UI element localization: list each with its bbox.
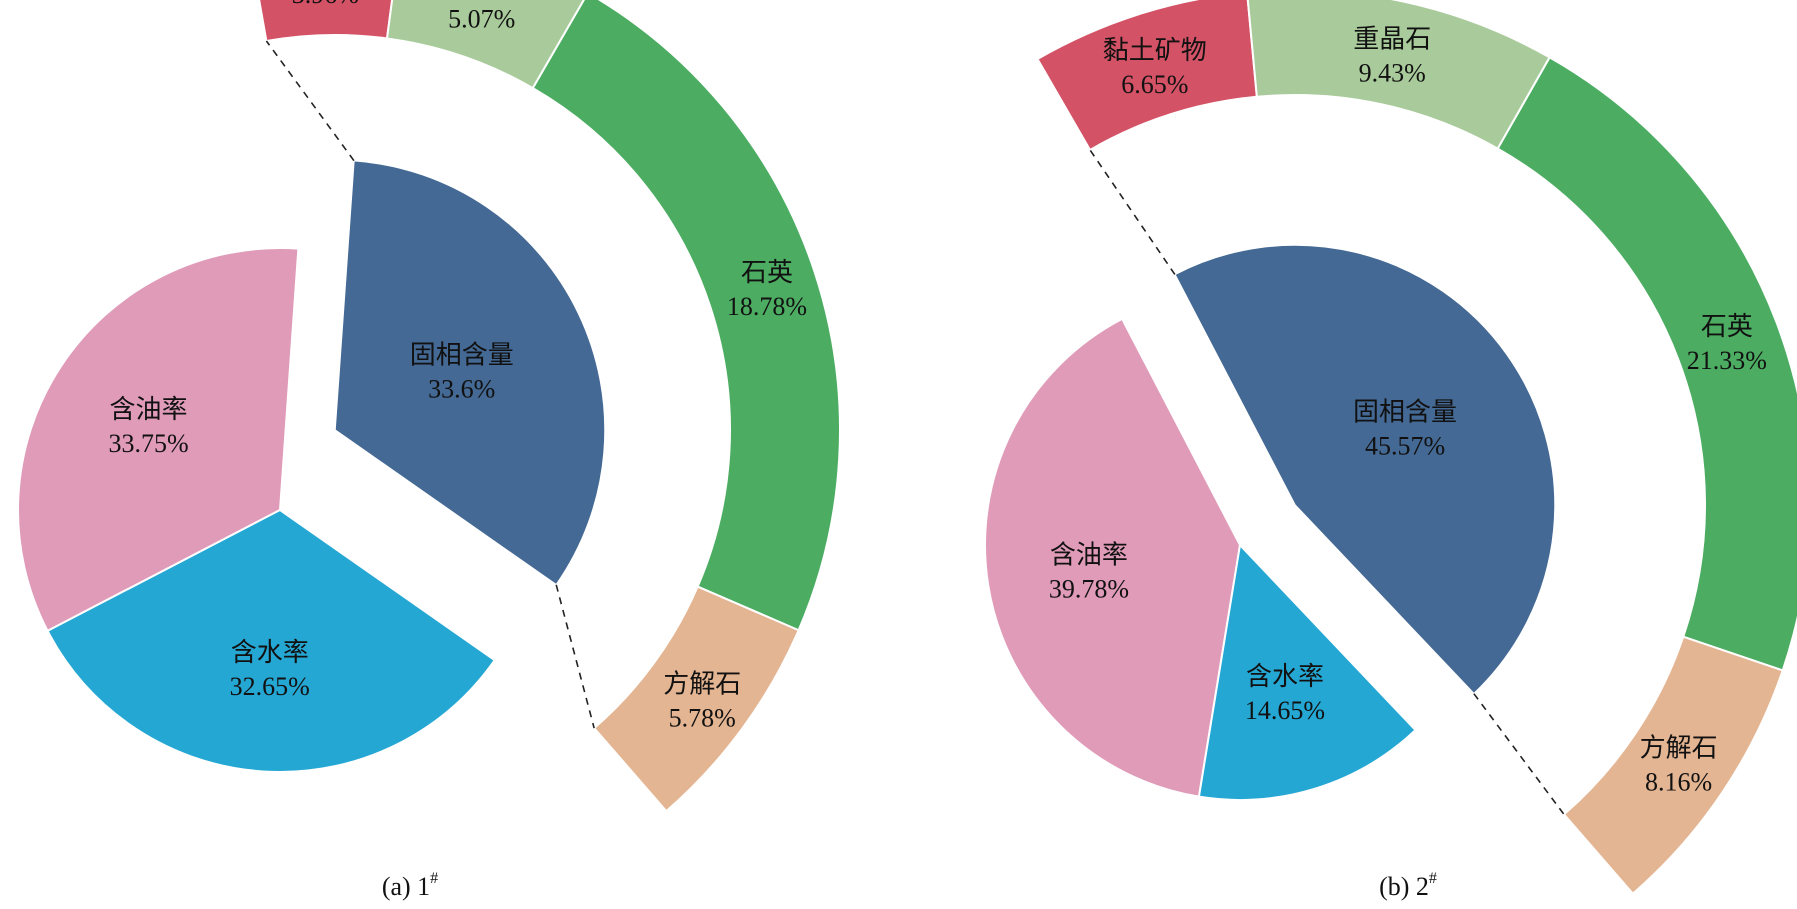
segment-value: 39.78%: [1049, 574, 1129, 603]
segment-name: 重晶石: [1353, 24, 1431, 53]
segment-name: 含油率: [1050, 540, 1128, 569]
connector-lines-a: [265, 40, 595, 729]
pie-slice-solid-content: [334, 159, 606, 586]
segment-value: 5.78%: [669, 704, 736, 733]
ring-segment-barite: [1246, 0, 1552, 150]
segment-label: 含油率 33.75%: [108, 395, 188, 458]
segment-value: 3.96%: [292, 0, 359, 9]
segment-value: 5.07%: [448, 4, 515, 33]
segment-name: 方解石: [1640, 733, 1718, 762]
breakdown-ring-b: [1036, 0, 1797, 896]
segment-name: 石英: [741, 258, 793, 287]
ring-segment-quartz: [1496, 55, 1797, 672]
connector-line-top: [1089, 149, 1176, 275]
connector-line-bottom: [1473, 693, 1565, 815]
panel-a: 固相含量 33.6% 含油率 33.75% 含水率 32.65% 黏土矿物3.96% 重晶石5…: [17, 0, 841, 901]
segment-name: 黏土矿物: [1103, 36, 1207, 65]
caption-text: (b) 2: [1379, 872, 1429, 901]
segment-labels-b: 固相含量 45.57% 含油率 39.78% 含水率 14.65% 黏土矿物 6.65% 重晶石…: [1049, 24, 1767, 796]
pie-slice-oil-content: [17, 247, 300, 633]
segment-value: 14.65%: [1245, 696, 1325, 725]
pie-slice-water-content: [46, 508, 497, 773]
caption-text: (a) 1: [382, 872, 430, 901]
segment-label: 重晶石5.07%: [443, 0, 521, 33]
caption-superscript: #: [1429, 870, 1437, 887]
ring-segment-barite: [385, 0, 585, 90]
pie-slice-oil-content: [984, 317, 1242, 798]
segment-value: 9.43%: [1359, 58, 1426, 87]
segment-name: 含水率: [1246, 662, 1324, 691]
segment-label: 黏土矿物3.96%: [273, 0, 377, 9]
segment-value: 32.65%: [230, 672, 310, 701]
segment-label: 固相含量 45.57%: [1353, 397, 1457, 460]
segment-label: 固相含量 33.6%: [410, 341, 514, 404]
segment-label: 含油率 39.78%: [1049, 540, 1129, 603]
segment-label: 含水率 32.65%: [230, 638, 310, 701]
ring-segment-clay-minerals: [258, 0, 394, 43]
segment-name: 含油率: [110, 395, 188, 424]
segment-label: 石英 21.33%: [1687, 312, 1767, 375]
ring-segment-calcite: [1562, 635, 1784, 896]
panel-caption-b: (b) 2#: [1379, 870, 1437, 901]
segment-value: 6.65%: [1121, 70, 1188, 99]
segment-label: 方解石 8.16%: [1640, 733, 1718, 796]
caption-superscript: #: [430, 870, 438, 887]
segment-label: 石英 18.78%: [727, 258, 807, 321]
panel-caption-a: (a) 1#: [382, 870, 438, 901]
pie-slice-solid-content: [1173, 244, 1556, 695]
segment-value: 18.78%: [727, 292, 807, 321]
segment-name: 石英: [1701, 312, 1753, 341]
ring-segment-calcite: [592, 585, 800, 813]
segment-value: 8.16%: [1645, 767, 1712, 796]
segment-label: 含水率 14.65%: [1245, 662, 1325, 725]
segment-value: 45.57%: [1365, 431, 1445, 460]
connector-line-top: [265, 40, 355, 162]
segment-label: 黏土矿物 6.65%: [1103, 36, 1207, 99]
segment-value: 21.33%: [1687, 346, 1767, 375]
connector-line-bottom: [555, 584, 595, 729]
pie-slice-water-content: [1197, 542, 1417, 801]
main-pie-b: [984, 244, 1556, 801]
segment-name: 含水率: [231, 638, 309, 667]
segment-value: 33.75%: [108, 429, 188, 458]
segment-name: 固相含量: [1353, 397, 1457, 426]
segment-name: 方解石: [663, 670, 741, 699]
main-pie-a: [17, 159, 606, 773]
segment-labels-a: 固相含量 33.6% 含油率 33.75% 含水率 32.65% 黏土矿物3.96% 重晶石5…: [108, 0, 807, 733]
segment-label: 方解石 5.78%: [663, 670, 741, 733]
ring-segment-clay-minerals: [1036, 0, 1258, 152]
segment-label: 重晶石 9.43%: [1353, 24, 1431, 87]
segment-value: 33.6%: [428, 375, 495, 404]
segment-name: 固相含量: [410, 341, 514, 370]
ring-segment-quartz: [531, 0, 841, 632]
breakdown-ring-a: [258, 0, 841, 813]
panel-b: 固相含量 45.57% 含油率 39.78% 含水率 14.65% 黏土矿物 6.65% 重晶石…: [984, 0, 1797, 901]
